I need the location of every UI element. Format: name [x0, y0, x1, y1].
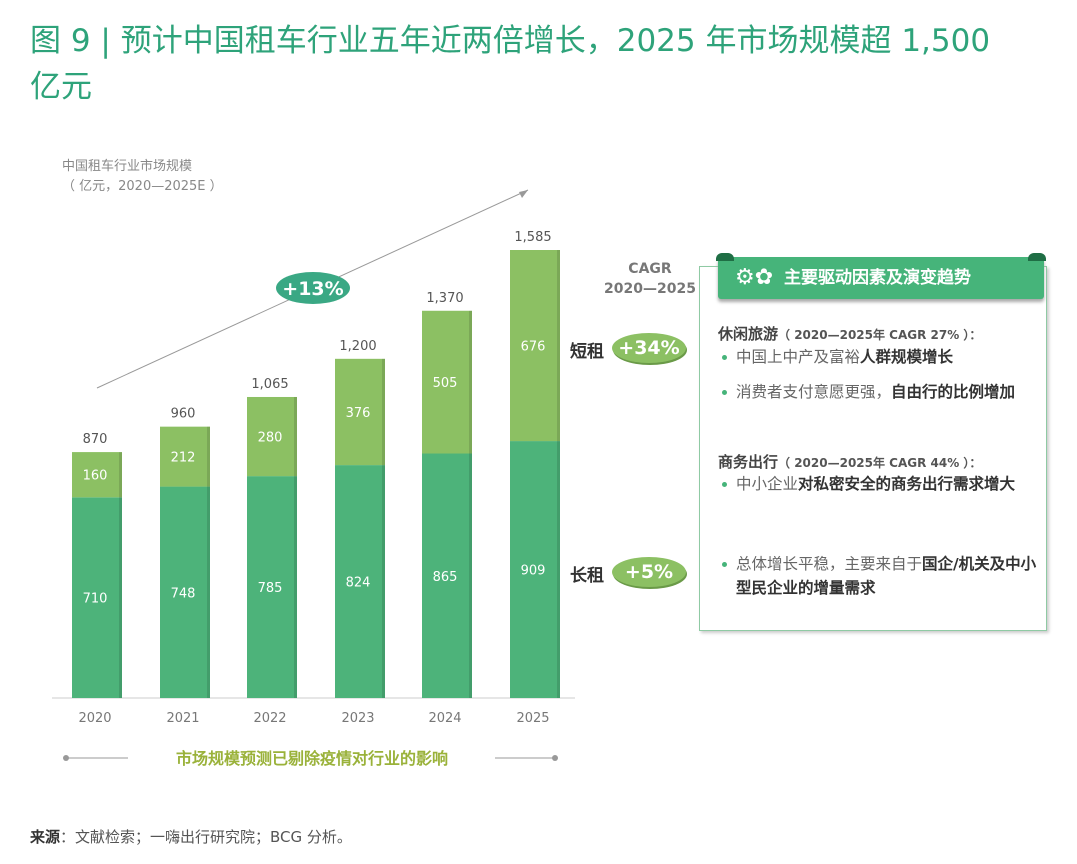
bullet-item: 消费者支付意愿更强，自由行的比例增加: [722, 380, 1042, 404]
bar-shadow: [382, 358, 385, 698]
bar-shadow: [469, 310, 472, 698]
total-label-2022: 1,065: [251, 377, 288, 392]
data-label-long-2023: 824: [346, 576, 371, 591]
bar-long-rental-2022: [247, 476, 297, 698]
banner-cap-right: [1028, 253, 1046, 261]
bar-short-rental-2021: [160, 426, 210, 487]
total-label-2021: 960: [171, 407, 196, 422]
cagr-heading: CAGR 2020—2025: [590, 259, 710, 299]
bullet-text: 中小企业: [736, 475, 799, 493]
data-label-short-2022: 280: [258, 431, 283, 446]
data-label-short-2024: 505: [433, 376, 458, 391]
section-title: 休闲旅游: [718, 325, 779, 343]
data-label-short-2023: 376: [346, 406, 371, 421]
bar-short-rental-2022: [247, 396, 297, 477]
x-tick-2020: 2020: [78, 711, 111, 726]
chart-subtitle: 中国租车行业市场规模 （ 亿元，2020—2025E ）: [62, 157, 223, 197]
page-title: 图 9 | 预计中国租车行业五年近两倍增长，2025 年市场规模超 1,500 …: [30, 23, 991, 105]
section-business: 商务出行（ 2020—2025年 CAGR 44% ）：: [718, 451, 981, 472]
bullet-text: 中国上中产及富裕: [736, 348, 861, 366]
long-rental-label: 长租: [570, 566, 604, 586]
source-text: ：文献检索；一嗨出行研究院；BCG 分析。: [60, 828, 352, 846]
bar-long-rental-2021: [160, 486, 210, 698]
total-label-2020: 870: [83, 432, 108, 447]
bar-short-rental-2023: [335, 358, 385, 466]
chart-title: 中国租车行业市场规模: [62, 159, 193, 174]
bar-shadow: [557, 250, 560, 698]
data-label-long-2024: 865: [433, 570, 458, 585]
total-label-2024: 1,370: [426, 291, 463, 306]
bullet-item: 中国上中产及富裕人群规模增长: [722, 345, 1042, 369]
x-tick-2023: 2023: [341, 711, 374, 726]
section-detail: （ 2020—2025年 CAGR 44% ）：: [778, 456, 982, 470]
data-label-long-2020: 710: [83, 592, 108, 607]
data-label-long-2025: 909: [521, 564, 546, 579]
x-tick-2022: 2022: [253, 711, 286, 726]
banner-cap-left: [716, 253, 734, 261]
bar-long-rental-2024: [422, 453, 472, 698]
bar-shadow: [207, 426, 210, 698]
data-label-long-2021: 748: [171, 586, 196, 601]
bullet-bold: 自由行的比例增加: [891, 383, 1016, 401]
drivers-banner: 主要驱动因素及演变趋势: [716, 253, 1046, 299]
section-title: 商务出行: [718, 453, 779, 471]
source-note: 来源：文献检索；一嗨出行研究院；BCG 分析。: [30, 826, 352, 847]
bullet-text: 消费者支付意愿更强，: [736, 383, 892, 401]
bar-shadow: [119, 452, 122, 698]
total-label-2025: 1,585: [514, 230, 551, 245]
bullet-item: 总体增长平稳，主要来自于国企/机关及中小型民企业的增量需求: [722, 552, 1042, 600]
bar-long-rental-2025: [510, 441, 560, 698]
short-rental-cagr: +34%: [612, 333, 686, 363]
x-tick-2021: 2021: [166, 711, 199, 726]
data-label-long-2022: 785: [258, 581, 283, 596]
long-rental-cagr: +5%: [612, 557, 686, 587]
bar-long-rental-2020: [72, 497, 122, 698]
note-dot-right: [552, 755, 558, 761]
chart-note: 市场规模预测已剔除疫情对行业的影响: [175, 749, 448, 768]
bar-short-rental-2024: [422, 310, 472, 454]
chart-unit: （ 亿元，2020—2025E ）: [62, 179, 223, 194]
source-label: 来源: [30, 828, 61, 846]
cagr-pill-total: [276, 272, 350, 304]
growth-arrow-head: [519, 190, 528, 198]
note-dot-left: [63, 755, 69, 761]
bullet-bold: 对私密安全的商务出行需求增大: [798, 475, 1016, 493]
x-tick-2025: 2025: [516, 711, 549, 726]
total-label-2023: 1,200: [339, 339, 376, 354]
drivers-title: 主要驱动因素及演变趋势: [784, 268, 971, 288]
bar-shadow: [294, 396, 297, 698]
bar-short-rental-2020: [72, 452, 122, 498]
bar-short-rental-2025: [510, 250, 560, 442]
gear-icon: ⚙✿: [735, 265, 774, 290]
section-leisure: 休闲旅游（ 2020—2025年 CAGR 27% ）：: [718, 323, 981, 344]
cagr-heading-1: CAGR: [628, 261, 672, 277]
bullet-text: 总体增长平稳，主要来自于: [736, 555, 923, 573]
short-rental-label: 短租: [570, 342, 604, 362]
data-label-short-2025: 676: [521, 340, 546, 355]
data-label-short-2020: 160: [83, 469, 108, 484]
bullet-item: 中小企业对私密安全的商务出行需求增大: [722, 472, 1042, 496]
x-tick-2024: 2024: [428, 711, 461, 726]
bullet-bold: 国企/机关及中小型民企业的增量需求: [736, 555, 1037, 597]
bar-long-rental-2023: [335, 465, 385, 698]
data-label-short-2021: 212: [171, 451, 196, 466]
cagr-heading-2: 2020—2025: [604, 281, 696, 297]
section-detail: （ 2020—2025年 CAGR 27% ）：: [778, 328, 982, 342]
cagr-total-label: +13%: [282, 278, 343, 300]
bullet-bold: 人群规模增长: [860, 348, 954, 366]
